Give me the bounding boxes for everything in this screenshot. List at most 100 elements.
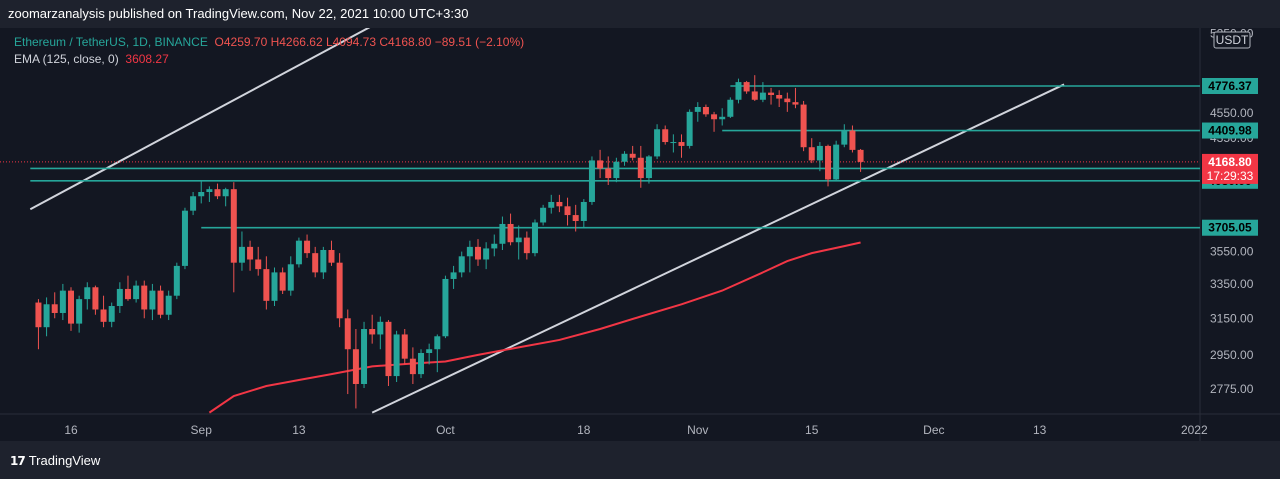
candle-body[interactable] [92,287,99,310]
candle-body[interactable] [124,288,131,300]
candle-body[interactable] [352,349,359,384]
candle-body[interactable] [735,82,742,100]
candle-body[interactable] [523,237,530,254]
candle-body[interactable] [572,215,579,221]
candle-body[interactable] [369,329,376,335]
candle-body[interactable] [540,207,547,223]
candle-body[interactable] [613,161,620,179]
candle-body[interactable] [442,278,449,337]
candle-body[interactable] [190,196,197,211]
candle-body[interactable] [694,106,701,112]
candle-body[interactable] [271,272,278,301]
candle-body[interactable] [418,352,425,375]
tradingview-logo[interactable]: 17 TradingView [10,453,100,468]
candle-body[interactable] [654,129,661,157]
candle-body[interactable] [320,250,327,273]
candle-body[interactable] [466,246,473,257]
candle-body[interactable] [507,223,514,243]
candle-body[interactable] [116,288,123,307]
candle-body[interactable] [385,321,392,377]
ema-indicator-name[interactable]: EMA (125, close, 0) [14,52,119,66]
candle-body[interactable] [361,329,368,384]
candle-body[interactable] [621,153,628,162]
candle-body[interactable] [68,290,74,324]
candle-body[interactable] [458,256,465,273]
candle-body[interactable] [849,130,856,150]
candle-body[interactable] [149,290,156,310]
candle-body[interactable] [515,237,522,243]
candle-body[interactable] [686,111,693,146]
candle-body[interactable] [108,306,115,322]
ema-line[interactable] [208,241,861,414]
candle-body[interactable] [670,142,677,144]
candle-body[interactable] [678,142,685,146]
candle-body[interactable] [247,246,254,260]
candle-body[interactable] [580,201,587,221]
candle-body[interactable] [588,160,595,202]
candle-body[interactable] [483,248,490,260]
candle-body[interactable] [645,156,652,179]
candle-body[interactable] [165,295,172,315]
candle-body[interactable] [768,92,775,95]
candle-body[interactable] [857,149,864,162]
candle-body[interactable] [833,144,840,180]
candle-body[interactable] [743,82,750,92]
candle-body[interactable] [377,321,384,335]
candle-body[interactable] [800,104,807,148]
candle-body[interactable] [605,168,612,179]
currency-box[interactable] [1213,31,1251,49]
candle-body[interactable] [84,287,91,300]
candle-body[interactable] [206,189,213,192]
trendline-1[interactable] [29,28,372,211]
candle-body[interactable] [238,246,245,263]
candle-body[interactable] [133,285,140,300]
candle-body[interactable] [808,147,815,161]
candle-body[interactable] [35,302,42,328]
trendline-2[interactable] [371,83,1065,414]
candle-body[interactable] [816,145,823,161]
candle-body[interactable] [531,222,538,254]
candle-body[interactable] [304,240,311,254]
candle-body[interactable] [727,99,734,117]
candle-body[interactable] [825,145,832,180]
candle-body[interactable] [776,94,783,99]
candle-body[interactable] [230,189,237,263]
candle-body[interactable] [59,290,66,313]
candle-body[interactable] [759,92,766,100]
candle-body[interactable] [214,189,221,197]
candle-body[interactable] [491,243,498,249]
candle-body[interactable] [393,334,400,377]
candle-body[interactable] [100,309,107,322]
candle-body[interactable] [662,129,669,143]
candle-body[interactable] [287,264,294,291]
candle-body[interactable] [499,223,506,244]
candle-body[interactable] [328,250,335,263]
candle-body[interactable] [548,201,555,208]
candle-body[interactable] [263,269,270,301]
candle-body[interactable] [751,91,758,100]
candle-body[interactable] [629,153,636,158]
candle-body[interactable] [564,206,571,216]
candle-body[interactable] [157,290,164,315]
candle-body[interactable] [344,318,351,350]
candle-body[interactable] [792,102,799,105]
candle-body[interactable] [719,116,726,120]
candle-body[interactable] [51,304,58,313]
candle-body[interactable] [409,358,416,375]
candle-body[interactable] [312,253,319,273]
candle-body[interactable] [784,98,791,103]
candle-body[interactable] [295,240,302,265]
candle-body[interactable] [450,272,457,279]
candle-body[interactable] [637,157,644,179]
candle-body[interactable] [181,210,188,266]
chart-area[interactable]: 5250.004550.004350.003550.003350.003150.… [0,28,1280,441]
candle-body[interactable] [434,336,441,350]
candle-body[interactable] [475,246,481,260]
candle-body[interactable] [336,262,343,319]
candle-body[interactable] [173,265,180,296]
candle-body[interactable] [597,160,604,169]
candle-body[interactable] [43,304,50,328]
candle-body[interactable] [255,259,262,270]
candle-body[interactable] [401,334,408,359]
candle-body[interactable] [556,201,563,207]
